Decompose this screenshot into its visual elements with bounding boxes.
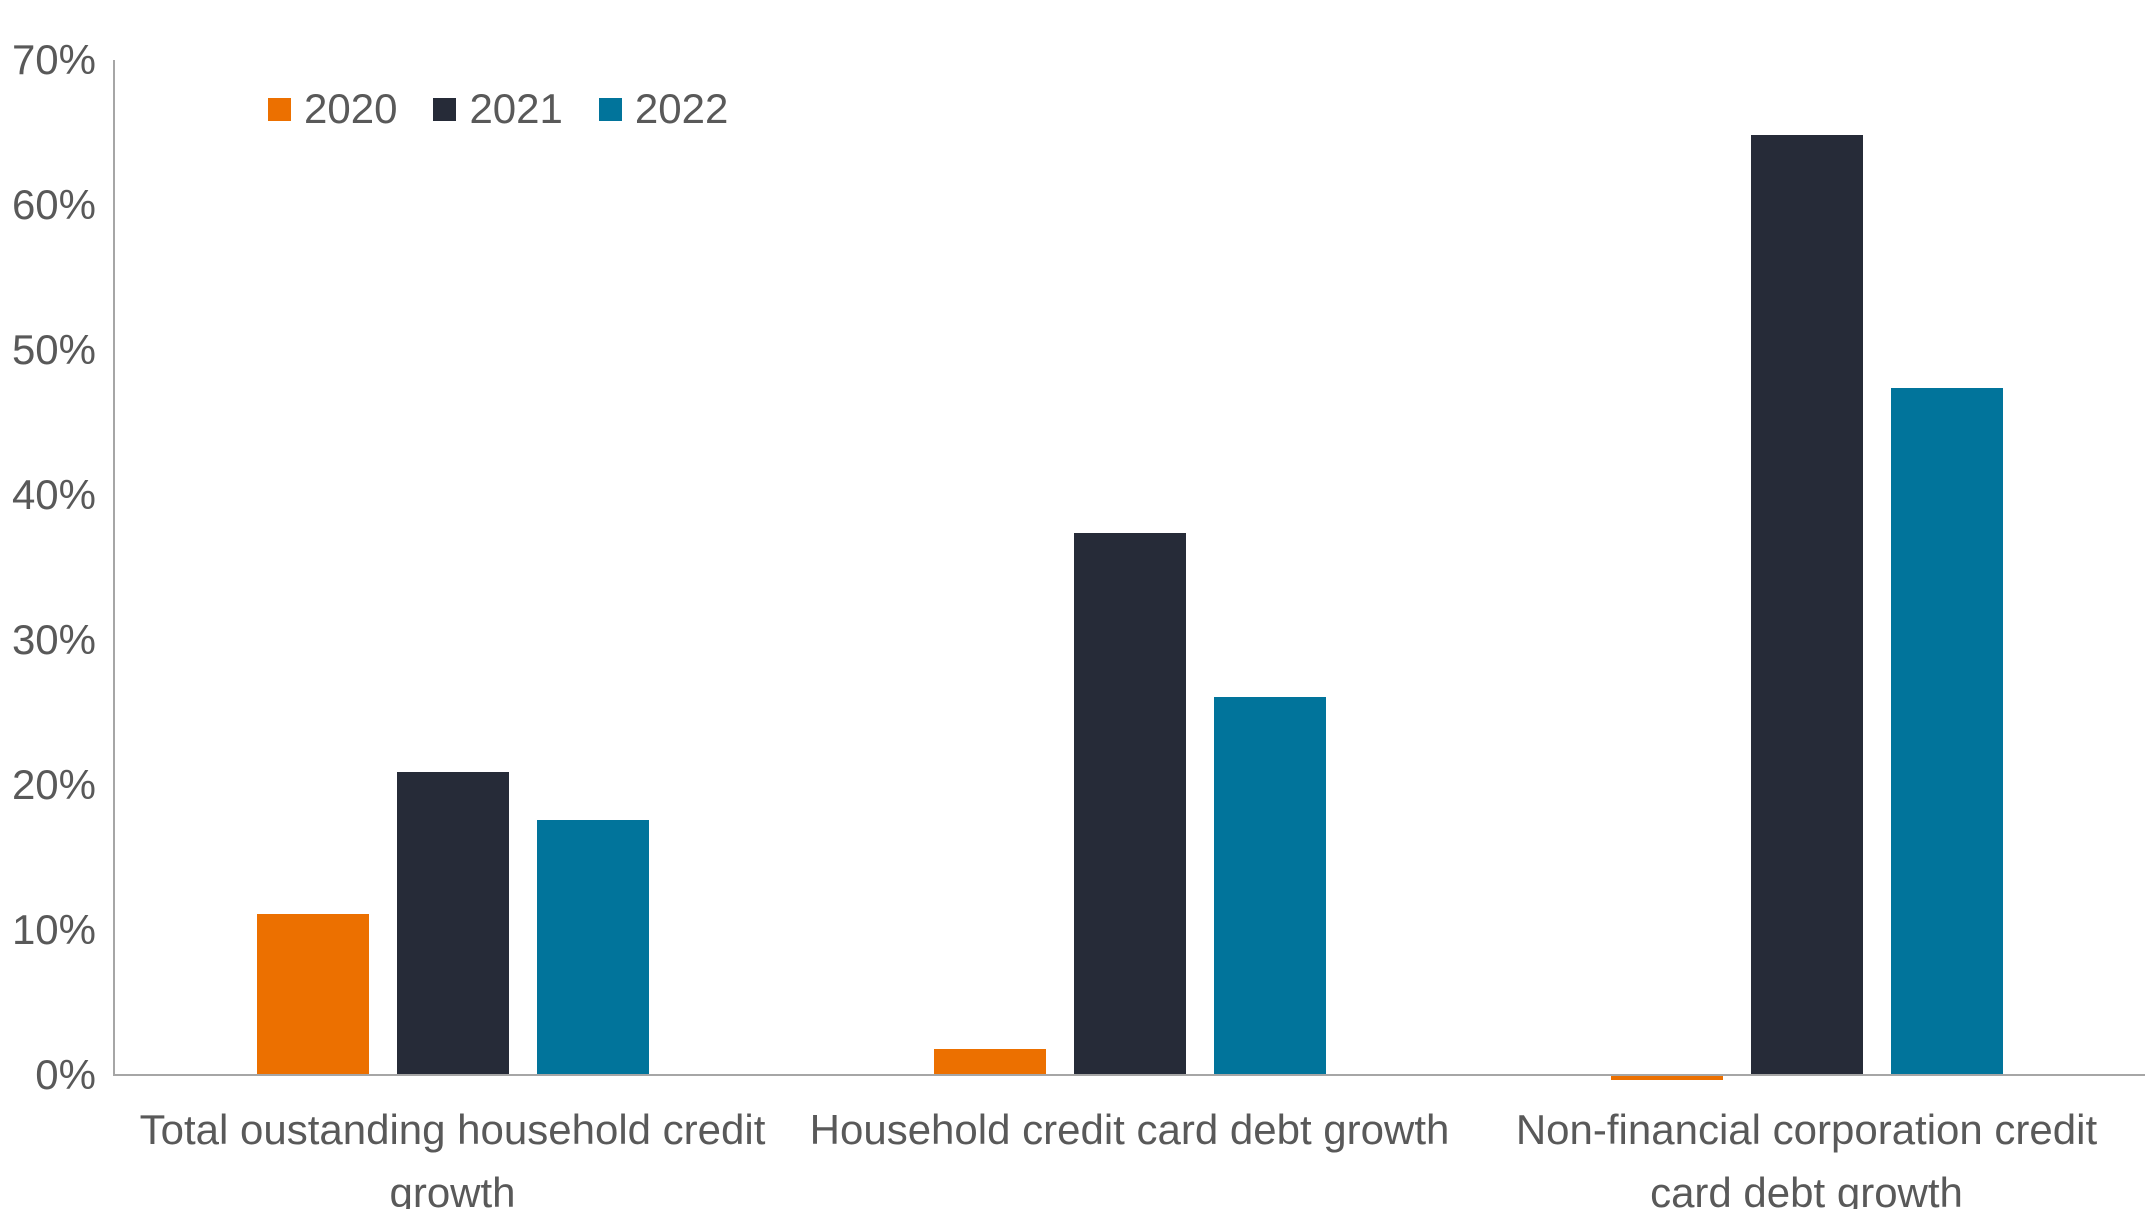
bar-2022-cat1	[537, 820, 649, 1075]
bar-2020-cat3	[1611, 1076, 1723, 1080]
x-axis-line	[113, 1074, 2145, 1076]
y-tick-label: 30%	[11, 616, 96, 663]
y-tick-label: 20%	[11, 761, 96, 808]
legend: 2020 2021 2022	[268, 86, 728, 132]
x-category-label: Total oustanding household credit growth	[139, 1106, 766, 1209]
bar-2020-cat1	[257, 914, 369, 1075]
y-axis-line	[113, 60, 115, 1076]
x-category-label: Non-financial corporation credit card de…	[1515, 1106, 2098, 1209]
bar-2022-cat2	[1214, 697, 1326, 1075]
bar-2021-cat3	[1751, 135, 1863, 1075]
x-category-label: Household credit card debt growth	[809, 1106, 1450, 1153]
y-tick-label: 10%	[11, 906, 96, 953]
y-tick-label: 40%	[11, 471, 96, 518]
bar-2021-cat2	[1074, 533, 1186, 1075]
bar-2020-cat2	[934, 1049, 1046, 1075]
legend-item-2021: 2021	[433, 85, 563, 132]
legend-label: 2022	[634, 85, 729, 132]
legend-label: 2021	[469, 85, 563, 132]
y-tick-label: 70%	[11, 36, 96, 83]
y-tick-label: 0%	[35, 1051, 96, 1098]
y-tick-label: 50%	[11, 326, 96, 373]
y-tick-label: 60%	[11, 181, 96, 228]
legend-label: 2020	[304, 85, 398, 132]
legend-item-2020: 2020	[268, 86, 397, 132]
legend-item-2022: 2022	[598, 85, 729, 132]
legend-swatch-icon	[268, 97, 291, 121]
bar-2022-cat3	[1891, 388, 2003, 1075]
legend-swatch-icon	[433, 97, 457, 121]
bar-2021-cat1	[397, 772, 509, 1075]
legend-swatch-icon	[598, 97, 622, 121]
